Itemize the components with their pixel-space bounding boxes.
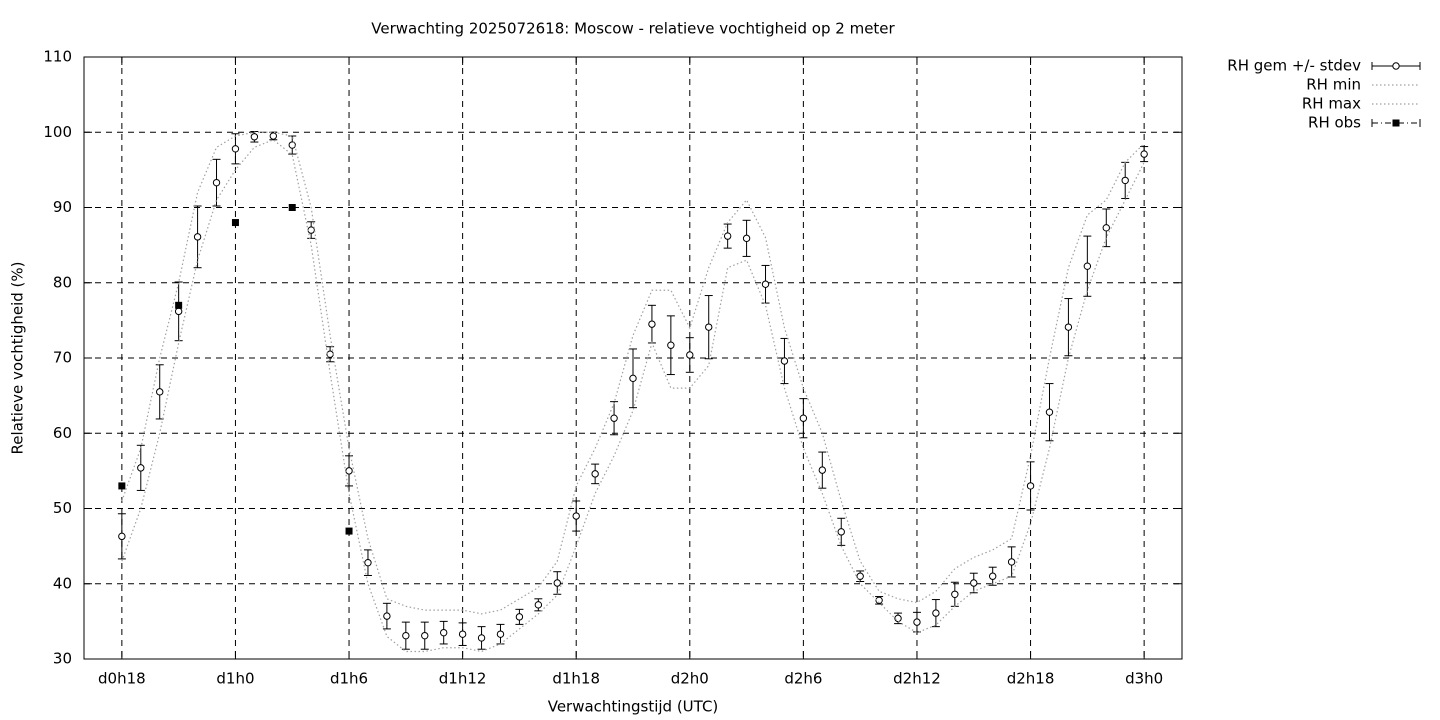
- legend-label: RH max: [1302, 95, 1361, 113]
- point: [1064, 323, 1073, 331]
- chart-title: Verwachting 2025072618: Moscow - relatie…: [371, 20, 895, 38]
- point: [723, 232, 732, 240]
- legend-label: RH min: [1306, 76, 1361, 94]
- point: [1140, 150, 1148, 158]
- y-tick-label: 70: [53, 349, 72, 367]
- point: [534, 601, 543, 609]
- point: [269, 132, 278, 140]
- point: [193, 233, 202, 241]
- point: [799, 414, 808, 422]
- y-tick-label: 90: [53, 198, 72, 216]
- point: [345, 527, 353, 535]
- point: [288, 204, 296, 211]
- x-tick-label: d0h18: [98, 670, 146, 688]
- x-axis-label: Verwachtingstijd (UTC): [548, 698, 719, 716]
- point: [458, 630, 467, 638]
- point: [932, 609, 940, 617]
- point: [875, 596, 883, 605]
- point: [515, 613, 524, 621]
- point: [553, 579, 561, 587]
- x-tick-label: d3h0: [1125, 670, 1163, 688]
- y-tick-label: 110: [43, 48, 72, 66]
- legend-swatch: [1392, 119, 1400, 127]
- point: [477, 634, 486, 642]
- point: [629, 374, 637, 383]
- point: [212, 178, 221, 187]
- line: [121, 139, 1145, 653]
- point: [156, 388, 164, 396]
- y-tick-label: 30: [53, 650, 72, 668]
- point: [591, 470, 599, 478]
- x-tick-label: d2h18: [1007, 670, 1055, 688]
- axis-frame: [83, 56, 1183, 660]
- y-tick-label: 40: [53, 574, 72, 592]
- point: [780, 357, 789, 365]
- point: [383, 612, 391, 620]
- plot-area: 30 40 50 60 70 80 90 100 110 d0h18 d1h0 d1h6 d1h12 d1…: [43, 48, 1421, 688]
- point: [610, 414, 618, 422]
- x-tick-label: d1h18: [552, 670, 600, 688]
- point: [250, 133, 259, 141]
- y-tick-label: 50: [53, 499, 72, 517]
- x-tick-label: d1h0: [216, 670, 254, 688]
- point: [705, 323, 713, 331]
- point: [174, 307, 183, 316]
- y-axis-label: Relatieve vochtigheid (%): [9, 261, 27, 454]
- point: [402, 631, 410, 640]
- y-tick-label: 60: [53, 424, 72, 442]
- point: [496, 630, 505, 638]
- point: [572, 512, 580, 520]
- point: [1083, 262, 1092, 270]
- legend-label: RH gem +/- stdev: [1227, 57, 1361, 75]
- point: [364, 558, 372, 567]
- legend-label: RH obs: [1308, 114, 1361, 132]
- point: [686, 351, 694, 359]
- y-tick-label: 80: [53, 273, 72, 291]
- point: [307, 226, 315, 234]
- point: [761, 280, 770, 288]
- point: [951, 590, 959, 598]
- point: [1007, 558, 1016, 566]
- legend-swatch: [1392, 62, 1400, 70]
- point: [1102, 224, 1110, 232]
- x-tick-label: d1h6: [330, 670, 368, 688]
- point: [118, 532, 126, 541]
- point: [648, 320, 656, 328]
- x-tick-label: d2h6: [784, 670, 822, 688]
- point: [818, 466, 827, 474]
- point: [988, 572, 997, 580]
- point: [1045, 408, 1054, 416]
- point: [231, 145, 240, 153]
- point: [742, 234, 751, 243]
- point: [1121, 176, 1129, 185]
- y-tick-label: 100: [43, 123, 72, 141]
- x-tick-label: d2h0: [671, 670, 709, 688]
- point: [667, 341, 675, 349]
- point: [231, 219, 239, 227]
- point: [421, 631, 429, 640]
- point: [894, 614, 902, 623]
- point: [118, 482, 126, 490]
- point: [175, 301, 183, 309]
- point: [913, 618, 921, 626]
- point: [856, 572, 864, 580]
- point: [137, 464, 145, 472]
- point: [970, 579, 978, 587]
- point: [837, 528, 845, 536]
- point: [1026, 482, 1035, 490]
- x-tick-label: d1h12: [439, 670, 487, 688]
- point: [345, 467, 353, 475]
- point: [288, 141, 296, 149]
- x-tick-label: d2h12: [893, 670, 941, 688]
- point: [439, 628, 448, 637]
